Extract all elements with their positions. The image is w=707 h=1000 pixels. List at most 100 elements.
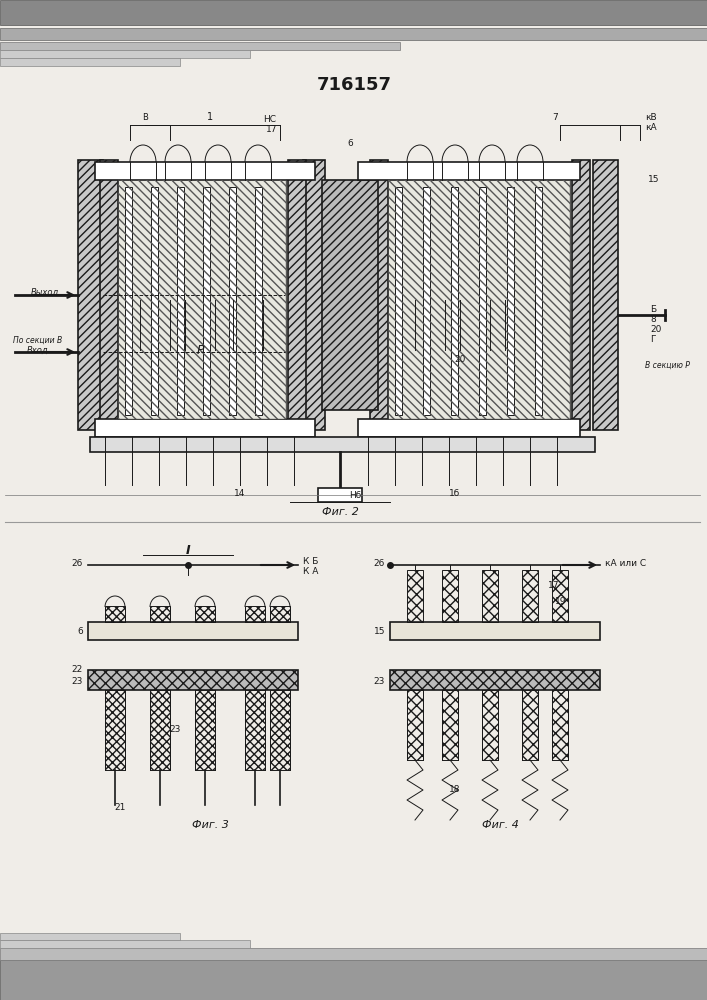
Text: Б: Б [650, 306, 656, 314]
Bar [395, 187, 402, 415]
Bar [0, 42, 400, 50]
Text: 6: 6 [347, 138, 353, 147]
Bar [552, 690, 568, 760]
Bar [0, 948, 707, 960]
Text: 716157: 716157 [317, 76, 392, 94]
Bar [0, 940, 250, 948]
Bar [270, 606, 290, 622]
Bar [303, 160, 325, 430]
Bar [451, 187, 458, 415]
Bar [552, 570, 568, 622]
Text: 23: 23 [373, 678, 385, 686]
Bar [388, 180, 570, 419]
Bar [88, 622, 298, 640]
Bar [245, 606, 265, 622]
Text: Р: Р [197, 344, 204, 357]
Text: кА или С: кА или С [605, 560, 646, 568]
Bar [358, 419, 580, 437]
Bar [118, 180, 286, 419]
Bar [195, 690, 215, 770]
Text: 15: 15 [373, 628, 385, 637]
Bar [358, 162, 580, 180]
Bar [388, 180, 570, 419]
Bar [118, 180, 286, 419]
Text: 26: 26 [71, 560, 83, 568]
Bar [229, 187, 236, 415]
Text: 22: 22 [71, 666, 83, 674]
Bar [479, 187, 486, 415]
Text: По секции В: По секции В [13, 336, 63, 344]
Text: 20: 20 [650, 326, 661, 334]
Text: НС: НС [264, 115, 276, 124]
Bar [442, 570, 458, 622]
Bar [150, 606, 170, 622]
Text: 14: 14 [234, 488, 246, 497]
Bar [0, 960, 707, 1000]
Text: 20: 20 [455, 356, 466, 364]
Text: В: В [142, 112, 148, 121]
Bar [151, 187, 158, 415]
Text: К А: К А [303, 568, 318, 576]
Text: 21: 21 [115, 804, 126, 812]
Text: Выход: Выход [31, 288, 59, 296]
Text: 17: 17 [267, 124, 278, 133]
Text: В секцию Р: В секцию Р [645, 360, 690, 369]
Bar [507, 187, 514, 415]
Bar [0, 58, 180, 66]
Text: Фиг. 2: Фиг. 2 [322, 507, 358, 517]
Bar [370, 160, 388, 430]
Text: К Б: К Б [303, 558, 318, 566]
Text: 17: 17 [548, 580, 559, 589]
Bar [203, 187, 210, 415]
Bar [100, 160, 118, 430]
Bar [0, 0, 707, 25]
Text: 23: 23 [71, 678, 83, 686]
Bar [318, 488, 362, 502]
Text: Фиг. 3: Фиг. 3 [192, 820, 228, 830]
Bar [177, 187, 184, 415]
Text: 7: 7 [552, 112, 558, 121]
Bar [255, 187, 262, 415]
Bar [88, 670, 298, 690]
Bar [270, 690, 290, 770]
Bar [0, 28, 707, 40]
Bar [95, 419, 315, 437]
Bar [593, 160, 618, 430]
Text: 1б: 1б [450, 488, 461, 497]
Bar [245, 690, 265, 770]
Bar [482, 570, 498, 622]
Text: кА: кА [645, 122, 657, 131]
Text: Г: Г [650, 336, 655, 344]
Text: Вход: Вход [27, 346, 49, 355]
Text: 1: 1 [207, 112, 213, 122]
Bar [572, 160, 590, 430]
Bar [442, 690, 458, 760]
Bar [535, 187, 542, 415]
Text: 19: 19 [555, 597, 566, 606]
Text: 15: 15 [648, 176, 660, 184]
Bar [95, 162, 315, 180]
Bar [407, 570, 423, 622]
Bar [288, 160, 306, 430]
Bar [90, 437, 595, 452]
Text: I: I [186, 544, 190, 556]
Bar [105, 606, 125, 622]
Bar [0, 933, 180, 940]
Bar [150, 690, 170, 770]
Bar [482, 690, 498, 760]
Bar [322, 180, 378, 410]
Bar [522, 690, 538, 760]
Bar [0, 50, 250, 58]
Bar [390, 622, 600, 640]
Text: 18: 18 [449, 786, 461, 794]
Text: 26: 26 [373, 560, 385, 568]
Bar [125, 187, 132, 415]
Bar [407, 690, 423, 760]
Text: Нб: Нб [349, 491, 361, 500]
Bar [105, 690, 125, 770]
Bar [423, 187, 430, 415]
Text: 8: 8 [650, 316, 656, 324]
Text: кВ: кВ [645, 112, 657, 121]
Bar [522, 570, 538, 622]
Bar [195, 606, 215, 622]
